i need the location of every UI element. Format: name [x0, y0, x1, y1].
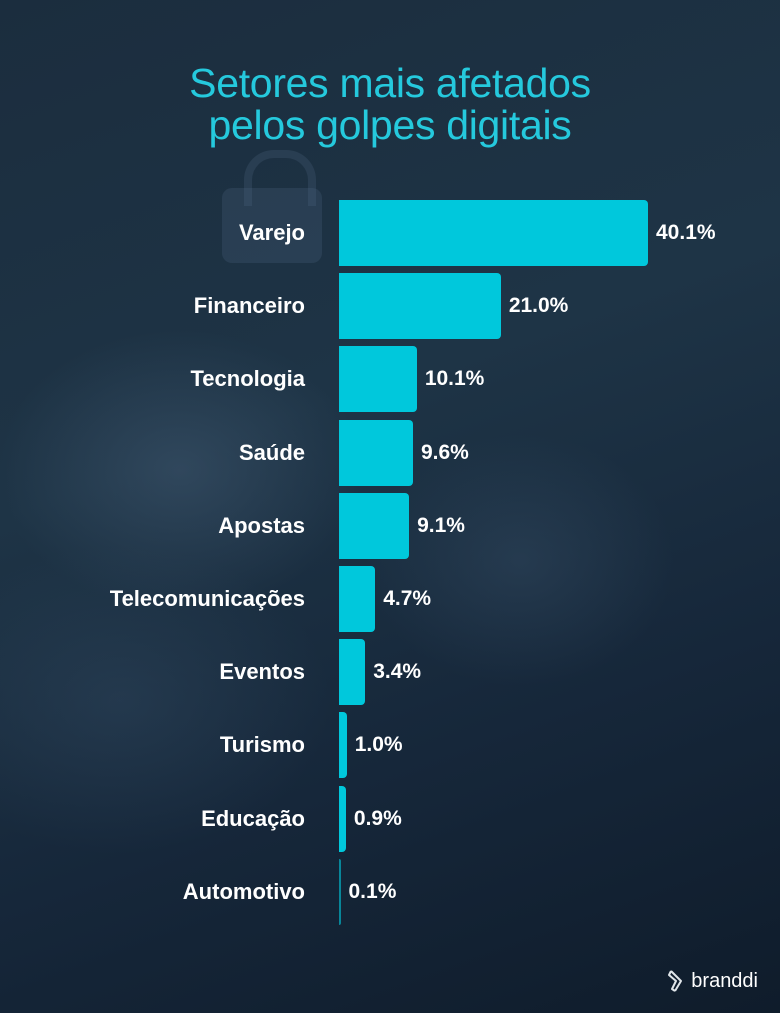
value-label: 0.1%	[348, 879, 397, 903]
bar	[339, 858, 341, 925]
category-label: Varejo	[238, 220, 305, 245]
category-label: Tecnologia	[190, 366, 306, 392]
value-label: 4.7%	[383, 587, 432, 610]
padlock-icon	[222, 150, 322, 263]
category-label: Telecomunicações	[109, 586, 305, 611]
category-label: Eventos	[219, 659, 305, 685]
bar	[339, 273, 501, 340]
chart-title: Setores mais afetados pelos golpes digit…	[0, 62, 780, 146]
bar	[339, 346, 417, 413]
category-label: Turismo	[219, 732, 305, 758]
bar	[339, 200, 648, 266]
value-label: 10.1%	[424, 367, 485, 391]
bar	[339, 566, 376, 632]
value-label: 3.4%	[373, 660, 422, 684]
chart-row: Eventos 3.4%	[0, 639, 780, 706]
title-line-2: pelos golpes digitais	[208, 102, 572, 148]
chart-row: Financeiro 21.0%	[0, 273, 780, 340]
chart-row: Tecnologia 10.1%	[0, 346, 780, 413]
category-label: Educação	[201, 805, 305, 831]
category-label: Financeiro	[193, 293, 305, 319]
value-label: 1.0%	[354, 733, 403, 757]
value-label: 9.6%	[420, 440, 469, 464]
value-label: 40.1%	[656, 221, 716, 244]
bar	[339, 639, 366, 706]
bar	[339, 785, 346, 852]
chart-row: Turismo 1.0%	[0, 712, 780, 779]
bar	[339, 712, 347, 779]
chart-row: Saúde 9.6%	[0, 419, 780, 486]
chart-row: Varejo 40.1%	[0, 200, 780, 266]
chart-row: Telecomunicações 4.7%	[0, 566, 780, 632]
branddi-logo-icon	[668, 970, 683, 992]
chart-row: Educação 0.9%	[0, 785, 780, 852]
chart-row: Apostas 9.1%	[0, 492, 780, 559]
category-label: Automotivo	[182, 878, 305, 904]
chart-row: Automotivo 0.1%	[0, 858, 780, 925]
value-label: 21.0%	[508, 294, 569, 318]
title-line-1: Setores mais afetados	[189, 60, 591, 106]
category-label: Saúde	[238, 439, 305, 465]
brand-name: branddi	[691, 969, 758, 992]
brand-logo: branddi	[667, 969, 758, 993]
value-label: 0.9%	[353, 806, 402, 830]
bar	[339, 492, 410, 559]
category-label: Apostas	[218, 512, 305, 538]
value-label: 9.1%	[417, 513, 465, 537]
bar	[339, 419, 413, 486]
